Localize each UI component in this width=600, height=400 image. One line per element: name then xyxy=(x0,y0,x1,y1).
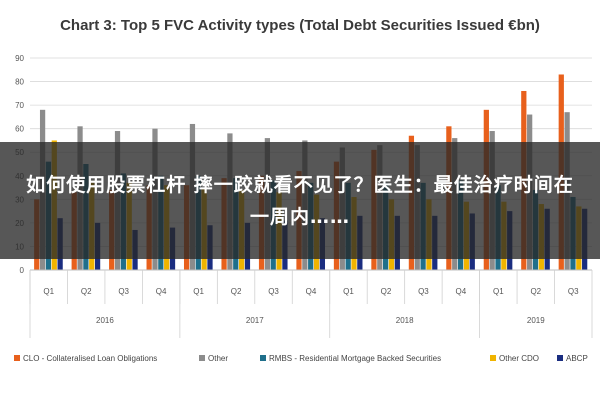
overlay-banner[interactable]: 如何使用股票杠杆 摔一跤就看不见了？医生：最佳治疗时间在一周内…… xyxy=(0,142,600,259)
x-tick-label: Q2 xyxy=(81,287,92,296)
legend-label: ABCP xyxy=(566,354,588,363)
legend-label: Other xyxy=(208,354,228,363)
x-tick-label: Q4 xyxy=(156,287,167,296)
x-tick-label: Q1 xyxy=(43,287,54,296)
x-tick-label: Q1 xyxy=(193,287,204,296)
x-tick-label: Q4 xyxy=(306,287,317,296)
legend-label: CLO - Collateralised Loan Obligations xyxy=(23,354,157,363)
legend-swatch xyxy=(199,355,205,361)
year-label: 2018 xyxy=(396,316,414,325)
x-tick-label: Q3 xyxy=(268,287,279,296)
year-label: 2016 xyxy=(96,316,114,325)
overlay-headline[interactable]: 如何使用股票杠杆 摔一跤就看不见了？医生：最佳治疗时间在一周内…… xyxy=(26,173,574,228)
x-tick-label: Q2 xyxy=(231,287,242,296)
x-tick-label: Q3 xyxy=(418,287,429,296)
x-tick-label: Q3 xyxy=(118,287,129,296)
legend-swatch xyxy=(490,355,496,361)
legend-swatch xyxy=(14,355,20,361)
legend-label: Other CDO xyxy=(499,354,539,363)
x-tick-label: Q1 xyxy=(493,287,504,296)
x-tick-label: Q4 xyxy=(456,287,467,296)
legend-swatch xyxy=(557,355,563,361)
y-tick-label: 90 xyxy=(15,54,24,63)
y-tick-label: 60 xyxy=(15,125,24,134)
legend-label: RMBS - Residential Mortgage Backed Secur… xyxy=(269,354,441,363)
chart-title: Chart 3: Top 5 FVC Activity types (Total… xyxy=(60,17,540,34)
year-label: 2017 xyxy=(246,316,264,325)
y-tick-label: 0 xyxy=(20,266,25,275)
year-label: 2019 xyxy=(527,316,545,325)
y-tick-label: 80 xyxy=(15,78,24,87)
x-tick-label: Q1 xyxy=(343,287,354,296)
y-tick-label: 70 xyxy=(15,101,24,110)
x-tick-label: Q3 xyxy=(568,287,579,296)
x-tick-label: Q2 xyxy=(381,287,392,296)
x-tick-label: Q2 xyxy=(530,287,541,296)
legend-swatch xyxy=(260,355,266,361)
legend: CLO - Collateralised Loan Obligations Oth… xyxy=(14,354,588,363)
